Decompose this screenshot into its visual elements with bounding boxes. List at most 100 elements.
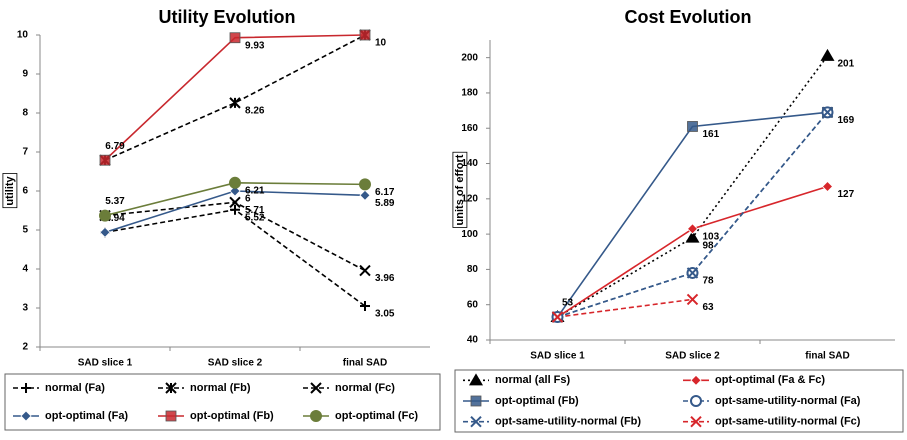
legend-label: opt-optimal (Fa)	[45, 410, 128, 422]
series-line	[557, 111, 829, 318]
chart-panel: Utility Evolution utility 2 3 4 5 6 7 8 9 10 SAD sl…	[2, 7, 441, 431]
legend-marker	[310, 410, 322, 422]
y-tick-label: 8	[22, 108, 28, 119]
marker	[686, 293, 699, 306]
marker	[685, 230, 700, 243]
marker	[821, 180, 834, 193]
legend-marker	[310, 382, 322, 394]
legend-marker	[690, 395, 702, 407]
y-tick-label: 120	[461, 193, 478, 204]
data-label: 4.94	[105, 213, 125, 224]
chart-title: Utility Evolution	[159, 7, 296, 27]
data-label: 6	[245, 194, 251, 205]
series-line	[557, 111, 829, 318]
legend-marker	[469, 373, 483, 386]
y-tick-label: 10	[17, 30, 29, 41]
series-line	[104, 34, 366, 161]
data-label: 127	[838, 189, 855, 200]
data-label: 5.89	[375, 198, 395, 209]
x-tick-label: SAD slice 2	[208, 358, 263, 369]
data-label: 8.26	[245, 106, 265, 117]
marker	[360, 301, 370, 312]
series-line	[557, 298, 693, 318]
data-label: 5.37	[105, 196, 125, 207]
y-axis-label: utility	[4, 175, 16, 205]
y-axis-label: units of effort	[454, 154, 466, 225]
legend-marker	[690, 415, 702, 428]
marker	[686, 223, 699, 235]
legend-label: normal (Fc)	[335, 382, 395, 394]
y-tick-label: 7	[22, 147, 28, 158]
chart-title: Cost Evolution	[625, 7, 752, 27]
x-tick-label: final SAD	[343, 358, 387, 369]
y-tick-label: 6	[22, 186, 28, 197]
y-tick-label: 80	[467, 264, 479, 275]
data-label: 6.21	[245, 185, 265, 196]
marker	[359, 29, 371, 41]
legend-box	[4, 373, 441, 431]
series-line	[556, 111, 828, 318]
marker	[359, 264, 371, 277]
marker	[359, 189, 371, 201]
marker	[99, 209, 111, 222]
y-tick-label: 2	[22, 342, 28, 353]
y-tick-label: 9	[22, 69, 28, 80]
data-label: 5.52	[245, 212, 265, 223]
y-tick-label: 5	[22, 225, 28, 236]
legend-label: opt-optimal (Fb)	[495, 395, 579, 407]
data-label: 98	[703, 240, 715, 251]
data-label: 10	[375, 38, 387, 49]
legend-label: opt-same-utility-normal (Fa)	[715, 395, 861, 407]
marker	[551, 311, 564, 323]
y-tick-label: 4	[22, 264, 28, 275]
y-tick-label: 140	[461, 158, 478, 169]
legend-marker	[470, 415, 482, 428]
data-label: 53	[562, 298, 574, 309]
y-tick-label: 40	[467, 335, 479, 346]
y-tick-label: 160	[461, 123, 478, 134]
y-tick-label: 100	[461, 229, 478, 240]
data-label: 6.17	[375, 187, 395, 198]
legend-label: opt-same-utility-normal (Fc)	[715, 416, 861, 428]
marker	[99, 154, 111, 166]
y-axis-label-box	[452, 151, 468, 228]
legend-marker	[690, 374, 702, 386]
legend-label: opt-same-utility-normal (Fb)	[495, 416, 641, 428]
legend-marker	[165, 382, 177, 394]
legend-label: normal (all Fs)	[495, 374, 571, 386]
legend-marker	[470, 395, 482, 407]
marker	[229, 176, 241, 189]
x-tick-label: SAD slice 1	[530, 351, 585, 362]
data-label: 6.79	[105, 141, 125, 152]
legend-label: opt-optimal (Fa & Fc)	[715, 374, 825, 386]
y-tick-label: 60	[467, 299, 479, 310]
legend-box	[454, 369, 904, 433]
y-tick-label: 200	[461, 52, 478, 63]
marker	[229, 185, 241, 197]
marker	[229, 196, 241, 209]
data-label: 3.05	[375, 309, 395, 320]
marker	[230, 204, 240, 215]
data-label: 5.71	[245, 205, 265, 216]
data-label: 3.96	[375, 273, 395, 284]
data-label: 169	[838, 115, 855, 126]
data-label: 63	[703, 302, 715, 313]
x-tick-label: SAD slice 2	[665, 351, 720, 362]
marker	[99, 226, 111, 238]
legend-label: normal (Fa)	[45, 382, 105, 394]
data-label: 103	[703, 231, 720, 242]
y-axis-label-box	[2, 173, 18, 209]
marker	[229, 97, 241, 109]
chart-panel: Cost Evolution units of effort 40 60 80 100 12…	[452, 7, 904, 433]
legend-marker	[20, 410, 32, 422]
x-tick-label: SAD slice 1	[78, 358, 133, 369]
marker	[820, 48, 835, 61]
marker	[686, 267, 699, 279]
marker	[687, 121, 698, 132]
series-line	[104, 208, 366, 307]
series-line	[557, 185, 828, 318]
data-label: 161	[703, 129, 720, 140]
data-label: 78	[703, 276, 715, 287]
legend-marker	[165, 410, 177, 422]
